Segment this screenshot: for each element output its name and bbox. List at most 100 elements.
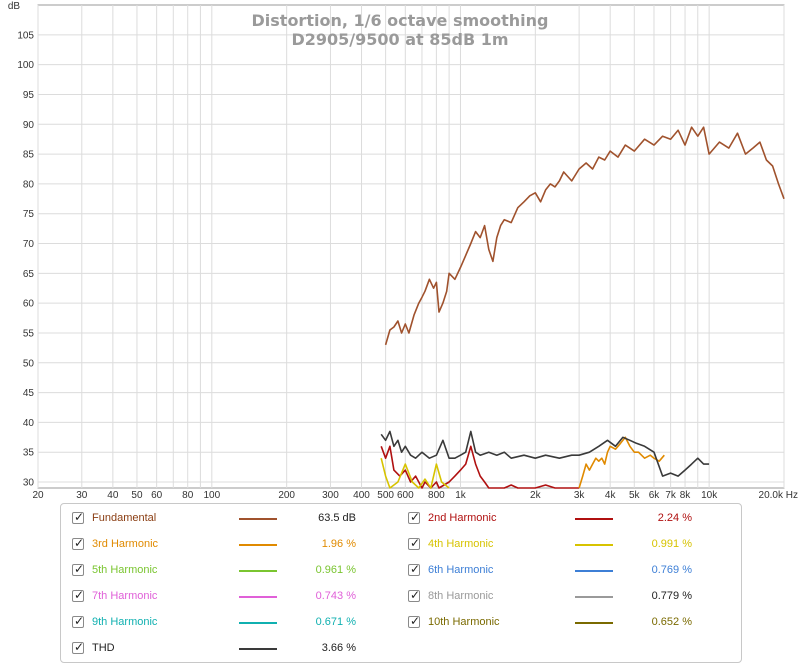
legend-label: 4th Harmonic <box>428 538 494 550</box>
legend-value: 0.743 % <box>315 590 356 602</box>
y-tick-label: 60 <box>23 299 35 310</box>
legend-label: 9th Harmonic <box>92 616 158 628</box>
legend-swatch <box>575 518 613 520</box>
legend-swatch <box>575 596 613 598</box>
y-axis-label: dB <box>8 1 21 12</box>
x-tick-label: 3k <box>574 490 586 500</box>
legend-swatch <box>575 570 613 572</box>
x-tick-label: 500 <box>377 490 394 500</box>
legend-item-5th-harmonic: 5th Harmonic 0.961 % <box>72 561 372 581</box>
legend-value: 63.5 dB <box>318 512 356 524</box>
x-tick-label: 20 <box>32 490 44 500</box>
legend-checkbox-thd[interactable] <box>72 640 84 654</box>
legend-label: 10th Harmonic <box>428 616 500 628</box>
legend-item-3rd-harmonic: 3rd Harmonic 1.96 % <box>72 535 372 555</box>
legend-checkbox-9th-harmonic[interactable] <box>72 614 84 628</box>
x-tick-label: 5k <box>629 490 641 500</box>
chart-title: Distortion, 1/6 octave smoothing <box>252 11 549 30</box>
legend-value: 0.779 % <box>651 590 692 602</box>
x-tick-label: 8k <box>680 490 692 500</box>
legend-swatch <box>239 622 277 624</box>
legend-item-2nd-harmonic: 2nd Harmonic 2.24 % <box>408 509 708 529</box>
legend-label: 6th Harmonic <box>428 564 494 576</box>
x-tick-label: 100 <box>203 490 220 500</box>
legend-value: 0.671 % <box>315 616 356 628</box>
legend-label: 7th Harmonic <box>92 590 158 602</box>
x-tick-label: 7k <box>665 490 677 500</box>
legend-item-7th-harmonic: 7th Harmonic 0.743 % <box>72 587 372 607</box>
x-tick-label: 50 <box>131 490 143 500</box>
legend-label: 5th Harmonic <box>92 564 158 576</box>
legend-value: 0.991 % <box>651 538 692 550</box>
chart-subtitle: D2905/9500 at 85dB 1m <box>291 30 508 49</box>
x-tick-label: 600 <box>397 490 414 500</box>
legend-item-10th-harmonic: 10th Harmonic 0.652 % <box>408 613 708 633</box>
x-tick-label: 40 <box>107 490 119 500</box>
y-tick-label: 45 <box>23 388 35 399</box>
legend-checkbox-5th-harmonic[interactable] <box>72 562 84 576</box>
y-tick-label: 85 <box>23 150 35 161</box>
legend-swatch <box>239 544 277 546</box>
y-tick-label: 80 <box>23 179 35 190</box>
series-line-thd <box>380 430 710 477</box>
legend-item-4th-harmonic: 4th Harmonic 0.991 % <box>408 535 708 555</box>
x-tick-label: 80 <box>182 490 194 500</box>
legend-item-6th-harmonic: 6th Harmonic 0.769 % <box>408 561 708 581</box>
plot-area <box>37 4 785 489</box>
x-tick-label: 2k <box>530 490 542 500</box>
y-tick-label: 65 <box>23 269 35 280</box>
y-tick-label: 90 <box>23 120 35 131</box>
grid-lines <box>37 5 785 488</box>
legend-swatch <box>575 622 613 624</box>
legend-checkbox-8th-harmonic[interactable] <box>408 588 420 602</box>
legend-checkbox-fundamental[interactable] <box>72 510 84 524</box>
y-tick-label: 55 <box>23 328 35 339</box>
x-tick-label: 400 <box>353 490 370 500</box>
legend-checkbox-6th-harmonic[interactable] <box>408 562 420 576</box>
series-line-3rd-harmonic <box>578 436 665 489</box>
x-tick-label: 1k <box>455 490 467 500</box>
y-tick-label: 75 <box>23 209 35 220</box>
legend-label: 8th Harmonic <box>428 590 494 602</box>
y-tick-label: 70 <box>23 239 35 250</box>
legend-checkbox-10th-harmonic[interactable] <box>408 614 420 628</box>
y-tick-label: 30 <box>23 478 35 489</box>
series-line-2nd-harmonic <box>380 445 580 489</box>
legend-label: 2nd Harmonic <box>428 512 497 524</box>
legend-item-9th-harmonic: 9th Harmonic 0.671 % <box>72 613 372 633</box>
legend-value: 0.769 % <box>651 564 692 576</box>
x-tick-label: 10k <box>701 490 718 500</box>
legend-panel: Fundamental 63.5 dB 2nd Harmonic 2.24 % 3rd … <box>60 503 742 663</box>
legend-label: Fundamental <box>92 512 157 524</box>
series-line-4th-harmonic <box>380 458 450 489</box>
legend-checkbox-4th-harmonic[interactable] <box>408 536 420 550</box>
legend-value: 1.96 % <box>321 538 356 550</box>
legend-item-fundamental: Fundamental 63.5 dB <box>72 509 372 529</box>
legend-swatch <box>239 648 277 650</box>
legend-swatch <box>575 544 613 546</box>
x-tick-label: 4k <box>605 490 617 500</box>
legend-item-8th-harmonic: 8th Harmonic 0.779 % <box>408 587 708 607</box>
legend-checkbox-7th-harmonic[interactable] <box>72 588 84 602</box>
legend-value: 0.961 % <box>315 564 356 576</box>
x-tick-label: 6k <box>649 490 661 500</box>
x-tick-label: 300 <box>322 490 339 500</box>
y-tick-label: 35 <box>23 448 35 459</box>
legend-item-thd: THD 3.66 % <box>72 639 372 659</box>
y-tick-label: 95 <box>23 90 35 101</box>
x-tick-label: 20.0k Hz <box>759 490 798 500</box>
legend-checkbox-3rd-harmonic[interactable] <box>72 536 84 550</box>
y-tick-label: 105 <box>17 30 34 41</box>
legend-checkbox-2nd-harmonic[interactable] <box>408 510 420 524</box>
series-line-fundamental <box>384 126 785 346</box>
series-layer <box>380 126 785 489</box>
x-tick-label: 800 <box>428 490 445 500</box>
legend-label: 3rd Harmonic <box>92 538 159 550</box>
legend-value: 3.66 % <box>321 642 356 654</box>
x-tick-label: 60 <box>151 490 163 500</box>
legend-value: 2.24 % <box>657 512 692 524</box>
y-tick-label: 100 <box>17 60 34 71</box>
legend-value: 0.652 % <box>651 616 692 628</box>
